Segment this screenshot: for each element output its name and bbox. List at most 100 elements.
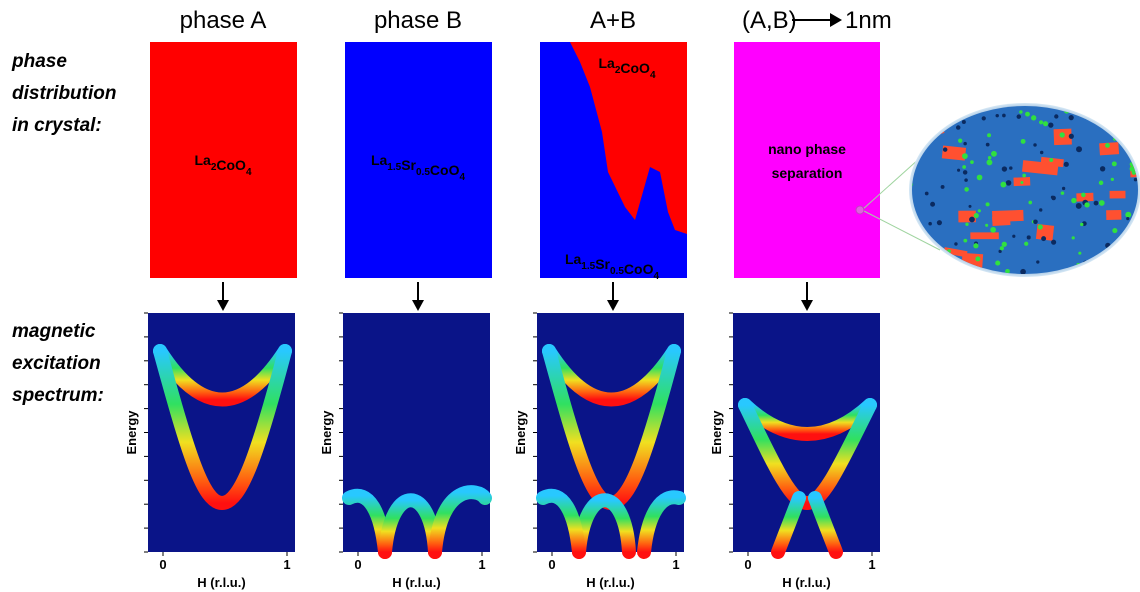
nano-red [970,232,999,240]
nano-atom [970,160,974,164]
nano-red [1076,192,1094,202]
nano-atom [955,125,961,130]
nano-atom [1033,219,1038,225]
nano-atom [937,261,943,267]
nano-atom [1105,143,1110,148]
row-label: distribution [12,83,116,104]
spectrum [738,398,877,559]
formula-part: La [194,152,211,168]
formula-subscript: 4 [653,271,659,282]
nano-atom [1120,272,1124,274]
nano-atom [1016,114,1022,119]
nano-atom [971,98,975,102]
nano-red [1127,312,1140,329]
nano-atom [995,260,1001,266]
nano-atom [958,138,963,143]
nano-red [1009,84,1043,98]
nano-atom [976,174,983,181]
nano-atom [985,223,989,227]
column-title: A+B [590,7,636,34]
column-title-suffix: 1nm [845,7,892,34]
nano-atom [1133,139,1138,146]
nano-red [996,354,1027,372]
formula-part: La [565,251,582,267]
formula-part: Sr [595,256,610,272]
nano-atom [1075,202,1082,209]
x-tick-label: 0 [548,557,555,572]
nano-atom [968,204,972,208]
nano-atom [1129,114,1134,119]
nano-label: separation [772,165,843,181]
nano-atom [1002,113,1006,118]
nano-red [1040,156,1064,168]
nano-red [912,108,929,128]
row-label: spectrum: [12,385,104,406]
formula-part: CoO [216,157,246,173]
x-tick-label: 0 [744,557,751,572]
nano-atom [1009,166,1013,170]
nano-atom [1071,236,1075,240]
nano-atom [1041,236,1047,242]
nano-atom [981,116,986,121]
nano-atom [962,165,967,169]
nano-atom [904,115,909,120]
x-tick-label: 1 [868,557,875,572]
arrowhead [607,300,619,311]
compound-label: La2CoO4 [194,152,251,178]
nano-red [1055,312,1080,329]
formula-part: CoO [624,261,654,277]
nano-atom [903,248,909,254]
x-axis-label: H (r.l.u.) [392,575,440,590]
nano-atom [937,106,942,107]
nano-atom [1020,268,1026,274]
nano-red [1099,81,1119,97]
nano-atom [964,187,969,192]
nano-atom [1071,197,1077,204]
phase-a-panel [150,42,297,278]
nano-red [1073,278,1096,290]
nano-red [1118,130,1138,143]
nano-atom [1094,265,1099,270]
nano-atom [965,222,969,226]
nano-atom [1037,224,1043,230]
nano-atom [1026,235,1031,240]
nano-red [934,34,957,53]
nano-red [963,315,985,327]
y-axis-label: Energy [709,410,724,455]
row-label: in crystal: [12,115,102,136]
formula-part: La [371,152,388,168]
arrowhead [801,300,813,311]
formula-part: La [598,55,615,71]
nano-atom [986,159,993,166]
spectrum [342,485,492,559]
nano-atom [1022,173,1026,178]
nano-atom [1099,166,1106,172]
row-label: excitation [12,353,101,374]
nano-atom [1025,111,1030,117]
formula-part: CoO [430,162,460,178]
formula-subscript: 4 [650,70,656,81]
nano-atom [1005,180,1012,186]
formula-subscript: 1.5 [387,162,401,173]
x-tick-label: 1 [283,557,290,572]
nano-atom [923,247,927,251]
nano-atom [1061,186,1066,191]
y-axis-label: Energy [319,410,334,455]
nano-atom [1051,239,1057,245]
nano-atom [1084,202,1090,208]
nano-atom [1125,130,1131,136]
nano-atom [985,142,990,147]
nano-atom [1031,115,1037,121]
nano-atom [1020,138,1026,144]
zoom-spot [855,205,865,215]
nano-atom [1001,166,1008,172]
row-label: magnetic [12,321,96,342]
nano-atom [941,114,947,120]
nano-atom [963,141,967,146]
nano-atom [937,124,942,129]
nano-atom [957,168,961,172]
x-axis-label: H (r.l.u.) [586,575,634,590]
nano-red [986,12,1009,26]
dispersion-branch [771,491,806,559]
